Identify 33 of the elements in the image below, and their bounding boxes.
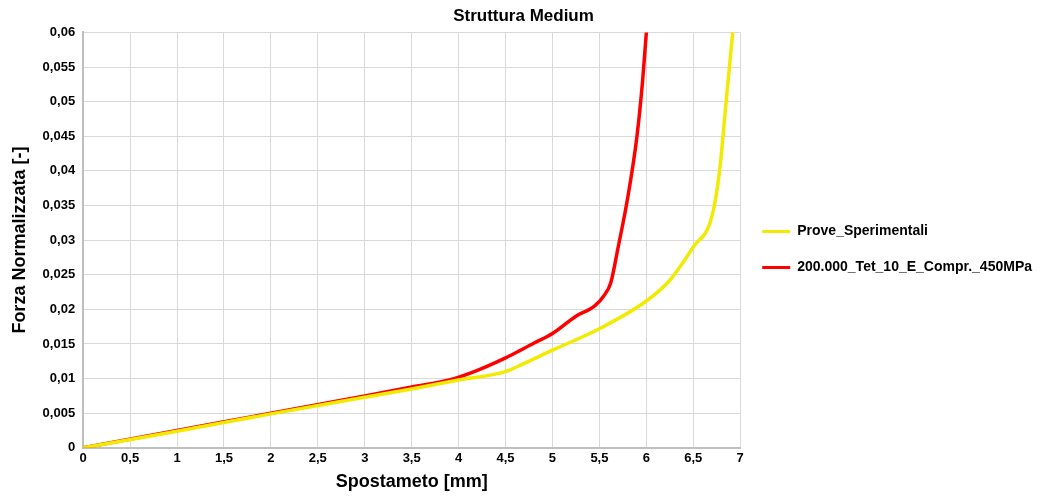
y-tick-label: 0,005 — [42, 404, 76, 420]
x-tick-label: 3,5 — [402, 450, 421, 466]
x-tick-label: 5,5 — [590, 450, 609, 466]
y-tick-label: 0,06 — [49, 23, 76, 39]
y-tick-label: 0,035 — [42, 197, 76, 213]
x-tick-label: 0,5 — [121, 450, 140, 466]
y-tick-label: 0,025 — [42, 266, 76, 282]
legend-label: Prove_Sperimentali — [797, 222, 928, 239]
x-tick-label: 3 — [361, 450, 369, 466]
y-tick-label: 0,05 — [49, 93, 76, 109]
x-tick-label: 1 — [173, 450, 181, 466]
x-tick-label: 1,5 — [214, 450, 233, 466]
x-tick-label: 6,5 — [684, 450, 703, 466]
y-tick-label: 0,04 — [49, 162, 76, 178]
y-tick-label: 0,03 — [49, 231, 76, 247]
y-axis-title: Forza Normalizzata [-] — [8, 146, 29, 334]
y-tick-label: 0,045 — [42, 127, 76, 143]
y-tick-label: 0 — [67, 439, 76, 455]
x-tick-label: 6 — [642, 450, 650, 466]
x-tick-label: 0 — [79, 450, 87, 466]
y-tick-label: 0,01 — [49, 370, 76, 386]
x-tick-label: 5 — [548, 450, 557, 466]
y-tick-label: 0,015 — [42, 335, 76, 351]
x-tick-label: 4,5 — [496, 450, 515, 466]
x-tick-label: 7 — [736, 450, 744, 466]
y-tick-label: 0,02 — [49, 300, 76, 316]
chart-title: Struttura Medium — [453, 5, 594, 25]
x-axis-title: Spostameto [mm] — [335, 471, 488, 492]
x-tick-label: 2 — [267, 450, 275, 466]
legend-label: 200.000_Tet_10_E_Compr._450MPa — [797, 258, 1033, 275]
x-tick-label: 2,5 — [308, 450, 327, 466]
y-tick-label: 0,055 — [42, 58, 76, 74]
x-tick-label: 4 — [454, 450, 463, 466]
